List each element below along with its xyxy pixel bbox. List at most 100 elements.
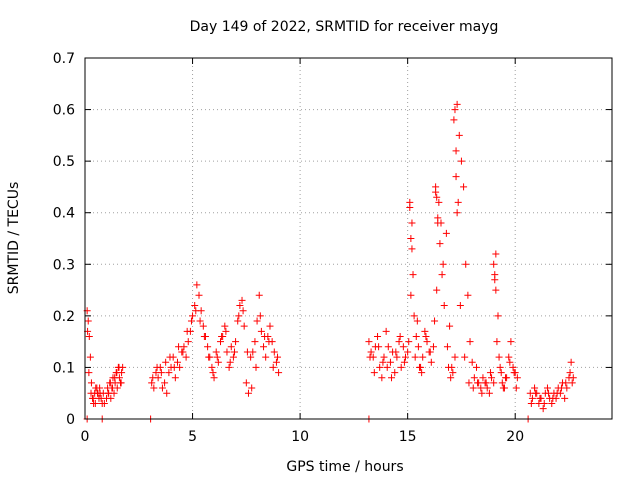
data-point xyxy=(100,400,108,408)
data-point xyxy=(406,204,414,212)
data-point xyxy=(562,379,570,387)
data-point xyxy=(225,363,233,371)
data-point xyxy=(452,173,460,181)
data-point xyxy=(561,394,569,402)
data-point xyxy=(382,327,390,335)
data-point xyxy=(482,379,490,387)
data-point xyxy=(107,394,115,402)
data-point xyxy=(423,338,431,346)
data-point xyxy=(393,353,401,361)
data-point xyxy=(187,317,195,325)
data-point xyxy=(465,379,473,387)
data-point xyxy=(466,338,474,346)
data-point xyxy=(392,348,400,356)
data-point xyxy=(490,379,498,387)
data-point xyxy=(446,322,454,330)
data-point xyxy=(429,343,437,351)
data-points xyxy=(83,100,577,423)
x-tick-label: 15 xyxy=(399,429,417,445)
data-point xyxy=(419,353,427,361)
x-axis-label: GPS time / hours xyxy=(286,459,403,475)
data-point xyxy=(408,219,416,227)
data-point xyxy=(150,384,158,392)
data-point xyxy=(432,183,440,191)
data-point xyxy=(540,400,548,408)
data-point xyxy=(447,374,455,382)
x-tick-label: 0 xyxy=(81,429,90,445)
data-point xyxy=(462,260,470,268)
data-point xyxy=(195,291,203,299)
data-point xyxy=(170,363,178,371)
data-point xyxy=(407,235,415,242)
data-point xyxy=(436,240,444,248)
data-point xyxy=(272,358,280,366)
data-point xyxy=(468,358,476,366)
data-point xyxy=(193,281,201,289)
data-point xyxy=(240,322,248,330)
data-point xyxy=(545,389,553,397)
data-point xyxy=(528,394,536,402)
data-point xyxy=(89,394,97,402)
data-point xyxy=(408,245,416,253)
x-tick-label: 5 xyxy=(188,429,197,445)
x-tick-label: 10 xyxy=(291,429,309,445)
data-point xyxy=(402,353,410,361)
data-point xyxy=(115,363,123,371)
data-point xyxy=(244,389,252,397)
data-point xyxy=(539,405,547,413)
data-point xyxy=(235,312,243,320)
data-point xyxy=(506,358,514,366)
data-point xyxy=(461,353,469,361)
data-point xyxy=(492,286,500,294)
data-point xyxy=(274,353,282,361)
data-point xyxy=(452,147,460,155)
data-point xyxy=(376,363,384,371)
data-point xyxy=(205,353,213,361)
data-point xyxy=(117,379,125,387)
data-point xyxy=(158,384,166,392)
data-point xyxy=(412,332,420,340)
data-point xyxy=(218,332,226,340)
data-point xyxy=(479,374,487,382)
data-point xyxy=(455,131,463,139)
data-point xyxy=(232,338,240,346)
data-point xyxy=(548,400,556,408)
data-point xyxy=(175,343,183,351)
data-point xyxy=(443,343,451,351)
y-axis-label: SRMTID / TECUs xyxy=(6,182,22,295)
data-point xyxy=(531,384,539,392)
data-point xyxy=(266,322,274,330)
data-point xyxy=(470,374,478,382)
data-point xyxy=(366,353,374,361)
data-point xyxy=(410,312,418,320)
data-point xyxy=(431,317,439,325)
data-point xyxy=(269,363,277,371)
y-tick-label: 0.2 xyxy=(53,309,75,325)
data-point xyxy=(451,106,459,114)
data-point xyxy=(227,343,235,351)
data-point xyxy=(415,363,423,371)
data-point xyxy=(448,363,456,371)
data-point xyxy=(113,369,121,377)
data-point xyxy=(439,260,447,268)
data-point xyxy=(242,379,250,387)
data-point xyxy=(221,322,229,330)
data-point xyxy=(527,400,535,408)
data-point xyxy=(386,358,394,366)
data-point xyxy=(379,358,387,366)
data-point xyxy=(413,317,421,325)
data-point xyxy=(513,374,521,382)
data-point xyxy=(434,219,442,227)
data-point xyxy=(84,317,92,325)
data-point xyxy=(374,332,382,340)
data-point xyxy=(196,317,204,325)
y-tick-label: 0 xyxy=(66,412,75,428)
data-point xyxy=(483,384,491,392)
data-point xyxy=(442,229,450,237)
data-point xyxy=(411,353,419,361)
data-point xyxy=(109,384,117,392)
data-point xyxy=(549,394,557,402)
data-point xyxy=(179,348,187,356)
data-point xyxy=(396,332,404,340)
data-point xyxy=(93,389,101,397)
